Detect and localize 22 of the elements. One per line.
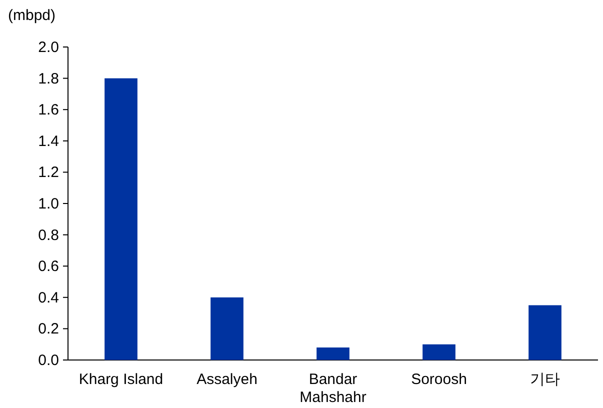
y-tick-label: 2.0 — [38, 39, 59, 56]
y-tick-label: 1.6 — [38, 102, 59, 119]
y-axis-title: (mbpd) — [8, 7, 56, 24]
y-tick-label: 0.4 — [38, 289, 59, 306]
x-tick-label: Kharg Island — [78, 371, 164, 388]
x-tick-label: 기타 — [530, 371, 560, 388]
y-tick-label: 0.0 — [38, 352, 59, 369]
y-tick-label: 0.6 — [38, 258, 59, 276]
y-tick-label: 1.4 — [38, 132, 59, 150]
y-tick-label: 0.8 — [38, 226, 59, 244]
bar — [422, 344, 456, 360]
x-tick-label: Bandar Mahshahr — [300, 371, 366, 406]
y-tick-label: 1.8 — [38, 70, 59, 88]
bar — [104, 78, 138, 360]
x-tick-label: Assalyeh — [196, 371, 258, 388]
y-tick-label: 0.2 — [38, 320, 59, 338]
y-tick-label: 1.2 — [38, 164, 59, 182]
x-tick-label: Soroosh — [411, 371, 467, 388]
bar — [528, 305, 562, 360]
bar — [210, 297, 244, 360]
bar — [316, 347, 350, 360]
y-tick-label: 1.0 — [38, 196, 59, 212]
